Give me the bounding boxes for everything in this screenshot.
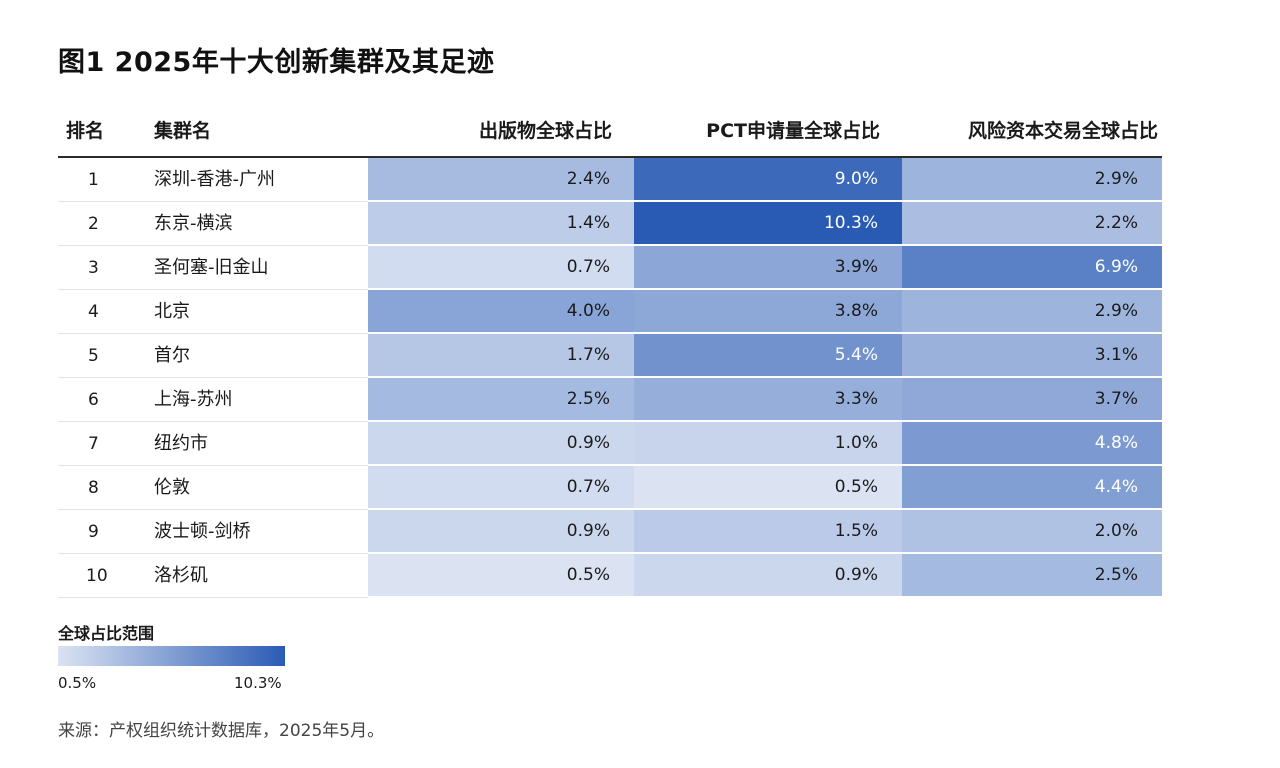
- rank-cell: 7: [88, 434, 99, 454]
- rank-cell: 10: [86, 566, 108, 586]
- pct-share-cell: 3.3%: [634, 378, 902, 421]
- header-vc-share: 风险资本交易全球占比: [967, 120, 1158, 142]
- source-note: 来源：产权组织统计数据库，2025年5月。: [58, 721, 385, 741]
- vc-share-cell: 4.8%: [902, 422, 1162, 465]
- publications-share-cell: 2.5%: [368, 378, 634, 421]
- table-row: 10 洛杉矶 0.5% 0.9% 2.5%: [58, 554, 1162, 598]
- table-row: 3 圣何塞-旧金山 0.7% 3.9% 6.9%: [58, 246, 1162, 290]
- row-divider: [58, 465, 368, 466]
- rank-cell: 4: [88, 302, 99, 322]
- publications-share-cell: 0.9%: [368, 422, 634, 465]
- row-divider: [58, 245, 368, 246]
- rank-cell: 6: [88, 390, 99, 410]
- publications-share-cell: 4.0%: [368, 290, 634, 333]
- legend-color-scale: [58, 646, 285, 666]
- publications-share-cell: 0.5%: [368, 554, 634, 597]
- cluster-name-cell: 波士顿-剑桥: [154, 521, 251, 542]
- publications-share-cell: 0.7%: [368, 466, 634, 509]
- header-cluster-name: 集群名: [154, 120, 212, 142]
- rank-cell: 1: [88, 170, 99, 190]
- chart-title: 图1 2025年十大创新集群及其足迹: [58, 47, 495, 78]
- pct-share-cell: 5.4%: [634, 334, 902, 377]
- pct-share-cell: 3.9%: [634, 246, 902, 289]
- legend-max-label: 10.3%: [234, 674, 282, 692]
- cluster-name-cell: 洛杉矶: [154, 565, 208, 586]
- vc-share-cell: 2.9%: [902, 290, 1162, 333]
- row-divider: [58, 333, 368, 334]
- header-divider: [58, 156, 1162, 158]
- row-divider: [58, 289, 368, 290]
- table-row: 9 波士顿-剑桥 0.9% 1.5% 2.0%: [58, 510, 1162, 554]
- vc-share-cell: 3.7%: [902, 378, 1162, 421]
- cluster-name-cell: 东京-横滨: [154, 213, 233, 234]
- publications-share-cell: 0.7%: [368, 246, 634, 289]
- pct-share-cell: 0.9%: [634, 554, 902, 597]
- cluster-name-cell: 圣何塞-旧金山: [154, 257, 269, 278]
- vc-share-cell: 4.4%: [902, 466, 1162, 509]
- vc-share-cell: 6.9%: [902, 246, 1162, 289]
- pct-share-cell: 1.0%: [634, 422, 902, 465]
- legend-min-label: 0.5%: [58, 674, 97, 692]
- cluster-name-cell: 伦敦: [154, 477, 190, 498]
- publications-share-cell: 1.7%: [368, 334, 634, 377]
- pct-share-cell: 10.3%: [634, 202, 902, 245]
- pct-share-cell: 3.8%: [634, 290, 902, 333]
- table-row: 6 上海-苏州 2.5% 3.3% 3.7%: [58, 378, 1162, 422]
- publications-share-cell: 2.4%: [368, 158, 634, 201]
- table-row: 5 首尔 1.7% 5.4% 3.1%: [58, 334, 1162, 378]
- row-divider: [58, 201, 368, 202]
- cluster-name-cell: 上海-苏州: [154, 389, 233, 410]
- table-row: 4 北京 4.0% 3.8% 2.9%: [58, 290, 1162, 334]
- table-row: 1 深圳-香港-广州 2.4% 9.0% 2.9%: [58, 158, 1162, 202]
- pct-share-cell: 1.5%: [634, 510, 902, 553]
- rank-cell: 2: [88, 214, 99, 234]
- vc-share-cell: 2.5%: [902, 554, 1162, 597]
- pct-share-cell: 9.0%: [634, 158, 902, 201]
- cluster-name-cell: 首尔: [154, 345, 190, 366]
- rank-cell: 9: [88, 522, 99, 542]
- rank-cell: 8: [88, 478, 99, 498]
- cluster-name-cell: 深圳-香港-广州: [154, 169, 275, 190]
- row-divider: [58, 509, 368, 510]
- row-divider: [58, 377, 368, 378]
- vc-share-cell: 2.9%: [902, 158, 1162, 201]
- pct-share-cell: 0.5%: [634, 466, 902, 509]
- publications-share-cell: 0.9%: [368, 510, 634, 553]
- row-divider: [58, 597, 368, 598]
- cluster-name-cell: 纽约市: [154, 433, 208, 454]
- row-divider: [58, 553, 368, 554]
- rank-cell: 5: [88, 346, 99, 366]
- table-row: 7 纽约市 0.9% 1.0% 4.8%: [58, 422, 1162, 466]
- vc-share-cell: 3.1%: [902, 334, 1162, 377]
- table-row: 8 伦敦 0.7% 0.5% 4.4%: [58, 466, 1162, 510]
- vc-share-cell: 2.2%: [902, 202, 1162, 245]
- vc-share-cell: 2.0%: [902, 510, 1162, 553]
- rank-cell: 3: [88, 258, 99, 278]
- legend-title: 全球占比范围: [58, 624, 155, 643]
- header-publications-share: 出版物全球占比: [478, 120, 612, 142]
- header-rank: 排名: [66, 120, 105, 142]
- publications-share-cell: 1.4%: [368, 202, 634, 245]
- cluster-name-cell: 北京: [154, 301, 190, 322]
- header-pct-share: PCT申请量全球占比: [706, 120, 880, 142]
- row-divider: [58, 421, 368, 422]
- table-row: 2 东京-横滨 1.4% 10.3% 2.2%: [58, 202, 1162, 246]
